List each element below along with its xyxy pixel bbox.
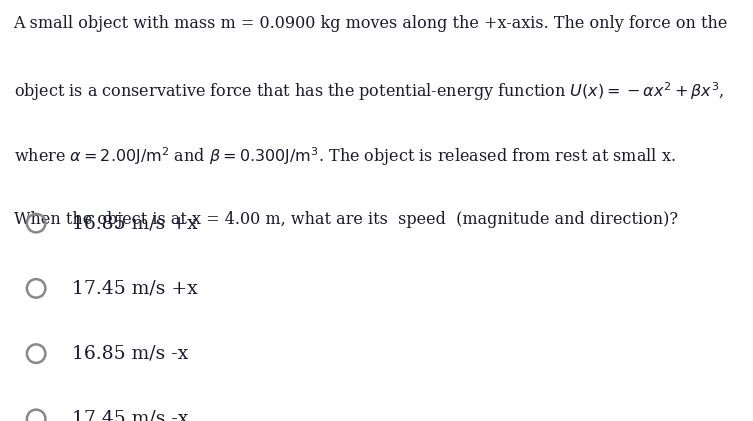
Text: 17.45 m/s -x: 17.45 m/s -x (72, 410, 188, 421)
Text: where $\alpha = 2.00\mathrm{J/m^2}$ and $\beta = 0.300\mathrm{J/m^3}$. The objec: where $\alpha = 2.00\mathrm{J/m^2}$ and … (14, 145, 675, 168)
Text: A small object with mass m = 0.0900 kg moves along the +x-axis. The only force o: A small object with mass m = 0.0900 kg m… (14, 15, 728, 32)
Text: 16.85 m/s +x: 16.85 m/s +x (72, 214, 197, 232)
Text: When the object is at x = 4.00 m, what are its  speed  (magnitude and direction): When the object is at x = 4.00 m, what a… (14, 210, 678, 227)
Text: 16.85 m/s -x: 16.85 m/s -x (72, 345, 188, 362)
Text: 17.45 m/s +x: 17.45 m/s +x (72, 280, 197, 297)
Text: object is a conservative force that has the potential-energy function $U(x) = -\: object is a conservative force that has … (14, 80, 724, 103)
